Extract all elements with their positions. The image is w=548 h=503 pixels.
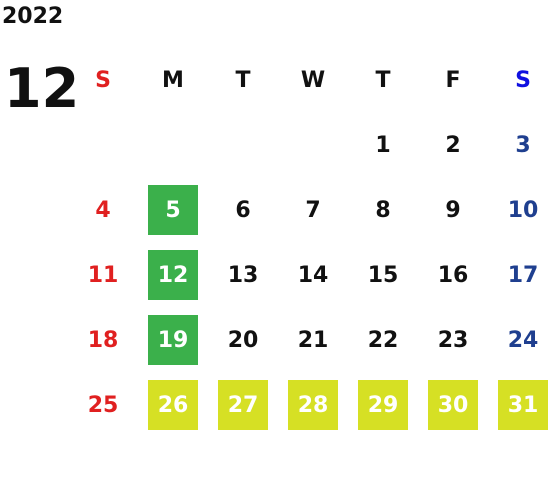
- weekday-label: T: [235, 67, 251, 93]
- highlighted-day: 27: [218, 380, 268, 430]
- weekday-label: S: [515, 67, 531, 93]
- day: 14: [297, 262, 329, 288]
- day: 20: [227, 327, 259, 353]
- day: 13: [227, 262, 259, 288]
- day: 17: [507, 262, 539, 288]
- weekday-label: F: [445, 67, 461, 93]
- highlighted-day: 26: [148, 380, 198, 430]
- day: 4: [95, 197, 111, 223]
- day: 15: [367, 262, 399, 288]
- weekday-label: W: [300, 67, 326, 93]
- day: 9: [445, 197, 461, 223]
- day: 1: [375, 132, 391, 158]
- highlighted-day: 12: [148, 250, 198, 300]
- highlighted-day: 19: [148, 315, 198, 365]
- highlighted-day: 30: [428, 380, 478, 430]
- weekday-label: S: [95, 67, 111, 93]
- day: 3: [515, 132, 531, 158]
- day: 25: [87, 392, 119, 418]
- day: 16: [437, 262, 469, 288]
- weekday-label: M: [162, 67, 184, 93]
- month: 12: [4, 57, 80, 120]
- day: 10: [507, 197, 539, 223]
- highlighted-day: 5: [148, 185, 198, 235]
- day: 11: [87, 262, 119, 288]
- day: 18: [87, 327, 119, 353]
- day: 2: [445, 132, 461, 158]
- highlighted-day: 31: [498, 380, 548, 430]
- highlighted-day: 28: [288, 380, 338, 430]
- highlighted-day: 29: [358, 380, 408, 430]
- day: 7: [305, 197, 321, 223]
- day: 23: [437, 327, 469, 353]
- day: 21: [297, 327, 329, 353]
- weekday-label: T: [375, 67, 391, 93]
- day: 22: [367, 327, 399, 353]
- day: 8: [375, 197, 391, 223]
- day: 6: [235, 197, 251, 223]
- year: 2022: [2, 4, 64, 29]
- day: 24: [507, 327, 539, 353]
